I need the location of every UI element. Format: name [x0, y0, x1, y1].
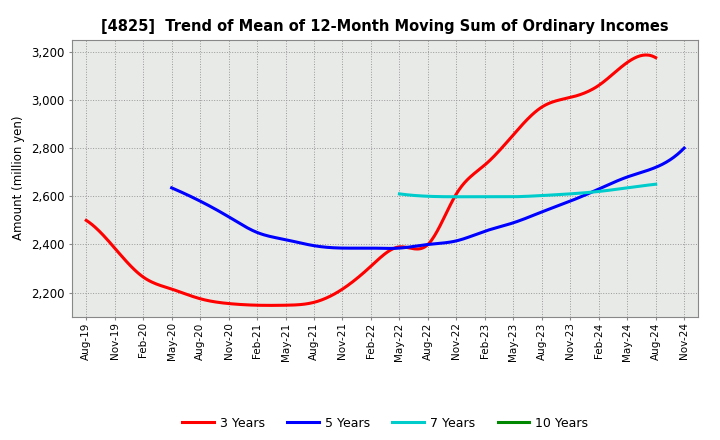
Y-axis label: Amount (million yen): Amount (million yen) [12, 116, 25, 240]
Legend: 3 Years, 5 Years, 7 Years, 10 Years: 3 Years, 5 Years, 7 Years, 10 Years [177, 412, 593, 435]
Title: [4825]  Trend of Mean of 12-Month Moving Sum of Ordinary Incomes: [4825] Trend of Mean of 12-Month Moving … [102, 19, 669, 34]
